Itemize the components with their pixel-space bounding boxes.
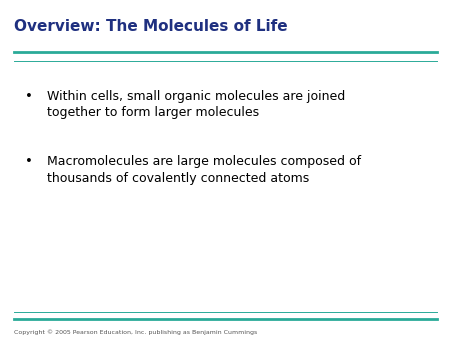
Text: •: •: [25, 155, 32, 168]
Text: Macromolecules are large molecules composed of
thousands of covalently connected: Macromolecules are large molecules compo…: [47, 155, 361, 185]
Text: Copyright © 2005 Pearson Education, Inc. publishing as Benjamin Cummings: Copyright © 2005 Pearson Education, Inc.…: [14, 330, 257, 335]
Text: Within cells, small organic molecules are joined
together to form larger molecul: Within cells, small organic molecules ar…: [47, 90, 346, 119]
Text: Overview: The Molecules of Life: Overview: The Molecules of Life: [14, 19, 287, 33]
Text: •: •: [25, 90, 32, 102]
